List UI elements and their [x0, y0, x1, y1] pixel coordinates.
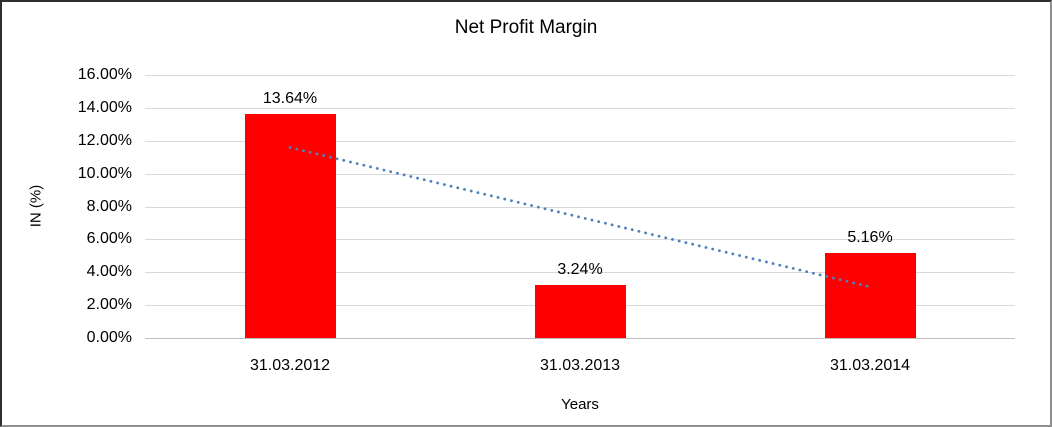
data-label-31.03.2012: 13.64% — [262, 89, 318, 107]
gridline — [145, 173, 1015, 175]
trendline — [288, 146, 872, 289]
data-label-31.03.2014: 5.16% — [847, 229, 893, 247]
bar-31.03.2014 — [824, 253, 916, 338]
x-tick-label-31.03.2012: 31.03.2012 — [249, 357, 331, 374]
x-tick-label-31.03.2013: 31.03.2013 — [539, 357, 621, 374]
y-tick-label: 8.00% — [86, 197, 132, 215]
gridline — [145, 75, 1015, 76]
data-label-31.03.2013: 3.24% — [557, 260, 603, 278]
y-tick-label: 14.00% — [77, 98, 132, 116]
y-tick-label: 16.00% — [77, 66, 132, 83]
y-tick-label: 12.00% — [77, 131, 132, 149]
gridline — [145, 107, 1015, 109]
gridline — [145, 206, 1015, 208]
y-tick-label: 10.00% — [77, 164, 132, 182]
y-tick-label: 2.00% — [86, 296, 132, 314]
y-tick-label: 0.00% — [86, 329, 132, 346]
chart-title: Net Profit Margin — [454, 17, 598, 38]
plot-area: 13.64% 3.24% 5.16% — [145, 75, 1015, 339]
bar-31.03.2013 — [534, 284, 626, 338]
bar-31.03.2012 — [244, 113, 336, 338]
y-tick-label: 4.00% — [86, 263, 132, 281]
y-tick-label: 6.00% — [86, 230, 132, 248]
x-tick-label-31.03.2014: 31.03.2014 — [829, 357, 911, 374]
x-axis-title: Years — [561, 396, 599, 413]
gridline — [145, 239, 1015, 241]
gridline — [145, 272, 1015, 274]
gridline — [145, 140, 1015, 142]
